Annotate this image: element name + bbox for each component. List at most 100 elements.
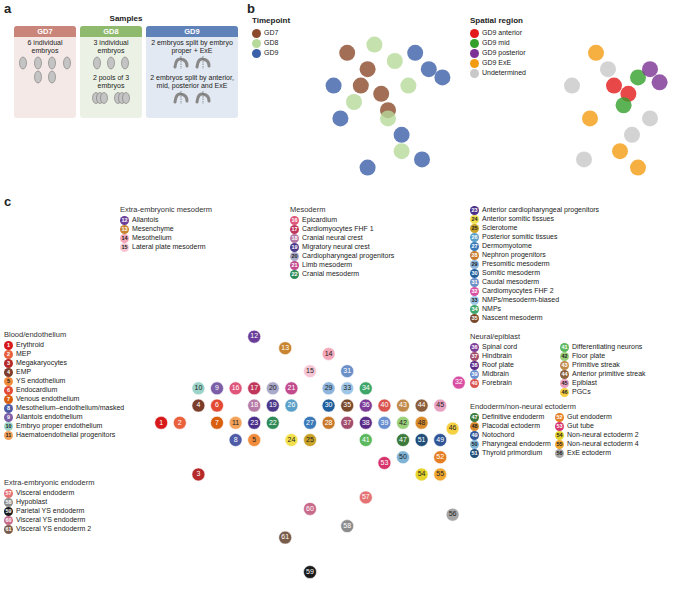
- svg-text:10: 10: [195, 384, 203, 391]
- html-text:2 pools of 3 embryos: 2 pools of 3 embryos: [92, 74, 130, 89]
- svg-text:59: 59: [306, 568, 314, 575]
- svg-text:44: 44: [418, 401, 426, 408]
- svg-text:58: 58: [343, 522, 351, 529]
- svg-text:4: 4: [196, 401, 200, 408]
- svg-text:56: 56: [449, 510, 457, 517]
- html-text:GD9 mid: GD9 mid: [482, 39, 510, 46]
- svg-text:3: 3: [196, 470, 200, 477]
- svg-text:1: 1: [159, 419, 163, 426]
- svg-text:15: 15: [306, 367, 314, 374]
- svg-text:52: 52: [436, 453, 444, 460]
- svg-text:34: 34: [362, 384, 370, 391]
- svg-text:57: 57: [362, 493, 370, 500]
- html-text:Erythroid: Erythroid: [16, 341, 44, 348]
- svg-text:29: 29: [325, 384, 333, 391]
- html-text:3 individual embryos: 3 individual embryos: [93, 39, 129, 54]
- html-text:6 individual embryos: 6 individual embryos: [27, 39, 63, 54]
- svg-text:30: 30: [325, 401, 333, 408]
- html-text:Extra-embryonic endoderm: Extra-embryonic endoderm: [4, 478, 95, 487]
- html-text:Neural/epiblast: Neural/epiblast: [470, 332, 520, 341]
- svg-text:5: 5: [252, 436, 256, 443]
- html-text:Venous endothelium: Venous endothelium: [16, 395, 80, 402]
- html-text:Spatial region: Spatial region: [470, 16, 523, 25]
- html-text:Extra-embryonic mesoderm: Extra-embryonic mesoderm: [120, 205, 213, 214]
- svg-text:21: 21: [288, 384, 296, 391]
- svg-text:42: 42: [399, 419, 407, 426]
- svg-text:24: 24: [288, 436, 296, 443]
- svg-text:25: 25: [306, 436, 314, 443]
- svg-text:22: 22: [269, 419, 277, 426]
- svg-text:12: 12: [250, 332, 258, 339]
- html-text:Timepoint: Timepoint: [252, 16, 291, 25]
- html-text:Undetermined: Undetermined: [482, 69, 526, 76]
- html-text:EMP: EMP: [16, 368, 32, 375]
- svg-text:16: 16: [232, 384, 240, 391]
- svg-text:20: 20: [269, 384, 277, 391]
- html-text:b: b: [247, 1, 255, 16]
- svg-text:19: 19: [269, 401, 277, 408]
- html-text:2 embryos split by anterior, m: 2 embryos split by anterior, mid, poster…: [150, 74, 234, 89]
- svg-text:61: 61: [281, 533, 289, 540]
- html-text:GD9: GD9: [264, 49, 279, 56]
- svg-text:32: 32: [455, 378, 463, 385]
- html-text:a: a: [4, 1, 12, 16]
- svg-text:28: 28: [325, 419, 333, 426]
- html-text:2 embryos split by embryo prop: 2 embryos split by embryo proper + ExE: [151, 39, 233, 54]
- svg-text:38: 38: [362, 419, 370, 426]
- html-text:c: c: [4, 194, 12, 209]
- svg-text:40: 40: [381, 401, 389, 408]
- html-text:Mesothelium–endothelium/masked: Mesothelium–endothelium/masked: [16, 404, 125, 411]
- svg-text:13: 13: [281, 344, 289, 351]
- html-text:GD7: GD7: [264, 29, 279, 36]
- svg-text:49: 49: [436, 436, 444, 443]
- svg-text:53: 53: [381, 459, 389, 466]
- html-text:Blood/endothelium: Blood/endothelium: [4, 330, 67, 339]
- svg-text:35: 35: [343, 401, 351, 408]
- html-text:MEP: MEP: [16, 350, 32, 357]
- svg-text:48: 48: [418, 419, 426, 426]
- html-text:10: 10: [5, 422, 12, 429]
- svg-text:41: 41: [362, 436, 370, 443]
- svg-text:37: 37: [343, 419, 351, 426]
- svg-text:43: 43: [399, 401, 407, 408]
- svg-text:51: 51: [418, 436, 426, 443]
- svg-text:36: 36: [362, 401, 370, 408]
- html-text:Embryo proper endothelium: Embryo proper endothelium: [16, 422, 103, 429]
- html-text:Allantois endothelium: Allantois endothelium: [16, 413, 83, 420]
- html-text:Samples: Samples: [109, 14, 143, 23]
- html-text:GD7: GD7: [37, 27, 53, 36]
- svg-text:17: 17: [250, 384, 258, 391]
- svg-text:45: 45: [436, 401, 444, 408]
- svg-text:46: 46: [449, 424, 457, 431]
- html-text:GD8: GD8: [264, 39, 279, 46]
- svg-text:26: 26: [288, 401, 296, 408]
- html-text:Mesoderm: Mesoderm: [290, 205, 326, 214]
- svg-text:54: 54: [418, 470, 426, 477]
- svg-text:18: 18: [250, 401, 258, 408]
- svg-text:50: 50: [399, 453, 407, 460]
- html-text:Endoderm/non-neural ectoderm: Endoderm/non-neural ectoderm: [470, 402, 576, 411]
- svg-text:60: 60: [306, 505, 314, 512]
- html-text:Endocardium: Endocardium: [16, 386, 58, 393]
- html-text:Megakaryocytes: Megakaryocytes: [16, 359, 67, 366]
- svg-text:39: 39: [381, 419, 389, 426]
- html-text:GD8: GD8: [103, 27, 119, 36]
- html-text:YS endothelium: YS endothelium: [16, 377, 66, 384]
- svg-text:55: 55: [436, 470, 444, 477]
- svg-text:11: 11: [232, 419, 239, 426]
- svg-text:47: 47: [399, 436, 407, 443]
- html-text:GD9 anterior: GD9 anterior: [482, 29, 523, 36]
- svg-text:8: 8: [234, 436, 238, 443]
- svg-text:7: 7: [215, 419, 219, 426]
- html-text:GD9 ExE: GD9 ExE: [482, 59, 512, 66]
- svg-text:27: 27: [306, 419, 314, 426]
- html-text:GD9 posterior: GD9 posterior: [482, 49, 526, 56]
- svg-text:9: 9: [215, 384, 219, 391]
- svg-text:31: 31: [343, 367, 351, 374]
- html-text:GD9: GD9: [184, 27, 200, 36]
- svg-text:33: 33: [343, 384, 351, 391]
- svg-text:2: 2: [178, 419, 182, 426]
- svg-text:14: 14: [325, 350, 333, 357]
- svg-text:23: 23: [250, 419, 258, 426]
- svg-text:6: 6: [215, 401, 219, 408]
